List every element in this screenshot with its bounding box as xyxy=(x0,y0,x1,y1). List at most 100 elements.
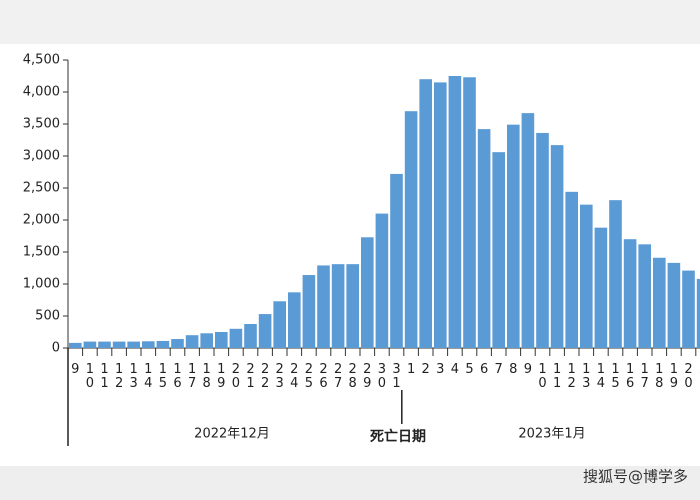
watermark: 搜狐号@博学多 xyxy=(583,468,688,486)
bar xyxy=(171,339,184,348)
x-tick-label: 28 xyxy=(345,362,360,390)
bar xyxy=(580,204,593,348)
bar xyxy=(477,129,491,348)
x-tick-label: 26 xyxy=(316,362,331,390)
group-label: 2022年12月 xyxy=(194,427,270,442)
x-tick-label: 15 xyxy=(608,362,623,390)
y-tick-label: 500 xyxy=(35,309,60,324)
x-tick-label: 12 xyxy=(564,362,579,390)
bar xyxy=(127,341,140,348)
x-tick-label: 20 xyxy=(681,362,696,390)
bar xyxy=(361,237,374,348)
x-tick-label: 8 xyxy=(506,362,521,376)
x-tick-label: 27 xyxy=(331,362,346,390)
bar xyxy=(98,341,111,348)
bar xyxy=(594,227,608,348)
bar xyxy=(565,191,578,348)
x-tick-label: 18 xyxy=(652,362,667,390)
y-tick-label: 1,000 xyxy=(23,277,60,292)
x-tick-label: 30 xyxy=(374,362,389,390)
x-tick-label: 18 xyxy=(199,362,214,390)
x-tick-label: 11 xyxy=(97,362,112,390)
bar xyxy=(463,77,476,348)
bar xyxy=(492,152,505,348)
top-band xyxy=(0,0,700,44)
x-tick-label: 14 xyxy=(593,362,608,390)
x-axis-label: 死亡日期 xyxy=(369,428,426,445)
x-tick-label: 11 xyxy=(550,362,565,390)
y-tick-label: 2,500 xyxy=(23,181,60,196)
bar xyxy=(200,333,213,348)
y-tick-label: 1,500 xyxy=(23,245,60,260)
bar xyxy=(536,132,549,348)
bar xyxy=(156,340,170,348)
bar xyxy=(83,341,97,348)
x-tick-label: 12 xyxy=(112,362,127,390)
bar xyxy=(434,82,447,349)
y-tick-label: 3,500 xyxy=(23,117,60,132)
x-tick-label: 17 xyxy=(637,362,652,390)
bar xyxy=(682,270,695,348)
x-tick-label: 19 xyxy=(666,362,681,390)
bar xyxy=(142,341,155,348)
bar xyxy=(521,113,535,349)
x-tick-label: 13 xyxy=(579,362,594,390)
bar xyxy=(69,342,82,348)
group-label: 2023年1月 xyxy=(518,427,585,442)
x-tick-label: 21 xyxy=(696,362,700,390)
bar xyxy=(623,239,637,348)
x-tick-label: 23 xyxy=(272,362,287,390)
bar xyxy=(419,79,432,348)
bar xyxy=(390,173,403,348)
x-tick-label: 3 xyxy=(433,362,448,376)
x-tick-label: 14 xyxy=(141,362,156,390)
x-tick-label: 24 xyxy=(287,362,302,390)
bar xyxy=(331,264,345,348)
bar xyxy=(667,262,681,348)
x-tick-label: 31 xyxy=(389,362,404,390)
bar xyxy=(302,275,316,348)
x-tick-label: 10 xyxy=(82,362,97,390)
x-tick-label: 19 xyxy=(214,362,229,390)
x-tick-label: 4 xyxy=(447,362,462,376)
bar xyxy=(653,257,666,348)
bar xyxy=(346,264,359,348)
bar xyxy=(185,335,199,348)
bar xyxy=(258,314,272,348)
bar xyxy=(448,76,462,348)
bottom-band xyxy=(0,466,700,500)
bar xyxy=(375,213,389,348)
bar xyxy=(112,341,126,348)
bar xyxy=(638,244,651,348)
x-tick-label: 7 xyxy=(491,362,506,376)
y-tick-label: 2,000 xyxy=(23,213,60,228)
x-tick-label: 5 xyxy=(462,362,477,376)
x-tick-label: 21 xyxy=(243,362,258,390)
x-tick-label: 22 xyxy=(258,362,273,390)
y-tick-label: 4,000 xyxy=(23,85,60,100)
bar xyxy=(273,301,286,348)
x-tick-label: 6 xyxy=(477,362,492,376)
bar xyxy=(404,111,418,348)
bar xyxy=(609,200,622,348)
x-tick-label: 2 xyxy=(418,362,433,376)
bar xyxy=(229,328,243,348)
y-tick-label: 0 xyxy=(52,341,60,356)
bar xyxy=(507,124,520,348)
bar xyxy=(317,265,330,348)
x-tick-label: 1 xyxy=(404,362,419,376)
x-tick-label: 25 xyxy=(301,362,316,390)
bar xyxy=(696,278,700,348)
x-tick-label: 20 xyxy=(228,362,243,390)
y-tick-label: 4,500 xyxy=(23,53,60,68)
x-tick-label: 29 xyxy=(360,362,375,390)
x-tick-label: 16 xyxy=(623,362,638,390)
y-tick-label: 3,000 xyxy=(23,149,60,164)
bar xyxy=(244,324,257,348)
x-tick-label: 9 xyxy=(520,362,535,376)
x-tick-label: 15 xyxy=(155,362,170,390)
x-tick-label: 13 xyxy=(126,362,141,390)
bar xyxy=(215,332,228,348)
bar xyxy=(288,292,301,348)
